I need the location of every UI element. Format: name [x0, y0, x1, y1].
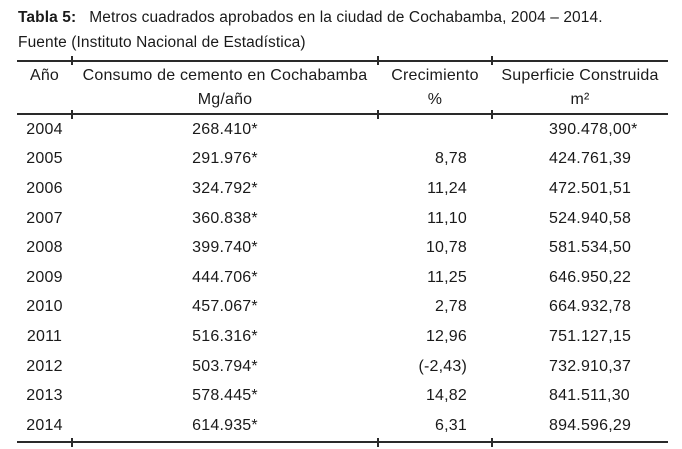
cell-crecimiento: 12,96 [425, 327, 467, 345]
column-divider-tick [377, 110, 379, 119]
cell-superficie: 732.910,37 [549, 357, 632, 375]
column-divider-tick [491, 56, 493, 65]
table-row: 2011 516.316* 12,96 751.127,15 [17, 322, 668, 352]
cell-crecimiento: 14,82 [425, 387, 467, 405]
cell-consumo: 291.976* [192, 150, 258, 168]
cell-crecimiento: 8,78 [435, 150, 467, 168]
cell-superficie: 664.932,78 [549, 298, 632, 316]
cell-superficie: 646.950,22 [549, 268, 632, 286]
cell-consumo: 444.706* [192, 268, 258, 286]
header-year-line2 [17, 88, 72, 112]
cell-crecimiento: 6,31 [435, 416, 467, 434]
header-consumo: Consumo de cemento en Cochabamba Mg/año [72, 61, 378, 115]
cell-superficie: 424.761,39 [549, 150, 632, 168]
cell-crecimiento [378, 114, 492, 145]
cell-consumo: 324.792* [192, 179, 258, 197]
table-row: 2010 457.067* 2,78 664.932,78 [17, 293, 668, 323]
cell-consumo: 457.067* [192, 298, 258, 316]
cell-crecimiento: (-2,43) [418, 357, 467, 375]
cell-superficie: 751.127,15 [549, 327, 632, 345]
table-row: 2004 268.410* 390.478,00* [17, 114, 668, 145]
header-crecimiento-line2: % [427, 91, 443, 108]
table-body: 2004 268.410* 390.478,00* 2005 291.976* … [17, 114, 668, 442]
column-divider-tick [71, 110, 73, 119]
cell-year: 2004 [26, 120, 63, 138]
cell-year: 2007 [26, 209, 63, 227]
cell-year: 2009 [26, 268, 63, 286]
cell-superficie: 524.940,58 [549, 209, 632, 227]
table-row: 2006 324.792* 11,24 472.501,51 [17, 174, 668, 204]
cell-consumo: 268.410* [192, 120, 258, 138]
cell-crecimiento: 10,78 [425, 239, 467, 257]
header-year: Año [17, 61, 72, 115]
cell-consumo: 614.935* [192, 416, 258, 434]
cell-year: 2012 [26, 357, 63, 375]
cell-crecimiento: 11,24 [427, 179, 467, 197]
table-source-line: Fuente (Instituto Nacional de Estadístic… [18, 34, 306, 51]
cell-year: 2010 [26, 298, 63, 316]
column-divider-tick [377, 438, 379, 447]
header-year-line1: Año [29, 67, 60, 84]
table-caption-label: Tabla 5: [18, 9, 77, 26]
data-table: Año Consumo de cemento en Cochabamba Mg/… [17, 60, 668, 443]
table-caption-text: Metros cuadrados aprobados en la ciudad … [89, 9, 603, 26]
cell-superficie: 390.478,00* [549, 120, 638, 138]
table-row: 2005 291.976* 8,78 424.761,39 [17, 145, 668, 175]
cell-consumo: 360.838* [192, 209, 258, 227]
cell-year: 2014 [26, 416, 63, 434]
column-divider-tick [491, 110, 493, 119]
column-divider-tick [491, 438, 493, 447]
cell-year: 2005 [26, 150, 63, 168]
table-row: 2009 444.706* 11,25 646.950,22 [17, 263, 668, 293]
header-consumo-line1: Consumo de cemento en Cochabamba [82, 67, 368, 84]
cell-crecimiento: 11,25 [427, 268, 467, 286]
header-superficie: Superficie Construida m² [492, 61, 668, 115]
cell-consumo: 516.316* [192, 327, 258, 345]
column-divider-tick [377, 56, 379, 65]
header-consumo-line2: Mg/año [197, 91, 253, 108]
data-table-wrapper: Año Consumo de cemento en Cochabamba Mg/… [17, 56, 668, 447]
cell-consumo: 399.740* [192, 239, 258, 257]
cell-crecimiento: 2,78 [435, 298, 467, 316]
table-row: 2014 614.935* 6,31 894.596,29 [17, 411, 668, 442]
cell-superficie: 894.596,29 [549, 416, 632, 434]
table-row: 2013 578.445* 14,82 841.511,30 [17, 381, 668, 411]
table-caption: Tabla 5: Metros cuadrados aprobados en la… [18, 5, 666, 55]
header-row: Año Consumo de cemento en Cochabamba Mg/… [17, 61, 668, 115]
header-superficie-line2: m² [570, 91, 590, 108]
column-divider-tick [71, 56, 73, 65]
cell-crecimiento: 11,10 [427, 209, 467, 227]
header-crecimiento-line1: Crecimiento [391, 67, 479, 84]
column-divider-tick [71, 438, 73, 447]
table-row: 2012 503.794* (-2,43) 732.910,37 [17, 352, 668, 382]
cell-year: 2006 [26, 179, 63, 197]
header-crecimiento: Crecimiento % [378, 61, 492, 115]
cell-superficie: 841.511,30 [549, 387, 630, 405]
cell-year: 2013 [26, 387, 63, 405]
cell-year: 2011 [26, 327, 63, 345]
header-superficie-line1: Superficie Construida [501, 67, 659, 84]
cell-consumo: 503.794* [192, 357, 258, 375]
cell-year: 2008 [26, 239, 63, 257]
cell-superficie: 472.501,51 [549, 179, 632, 197]
table-header: Año Consumo de cemento en Cochabamba Mg/… [17, 61, 668, 115]
table-row: 2007 360.838* 11,10 524.940,58 [17, 204, 668, 234]
table-row: 2008 399.740* 10,78 581.534,50 [17, 233, 668, 263]
cell-consumo: 578.445* [192, 387, 258, 405]
cell-superficie: 581.534,50 [549, 239, 632, 257]
